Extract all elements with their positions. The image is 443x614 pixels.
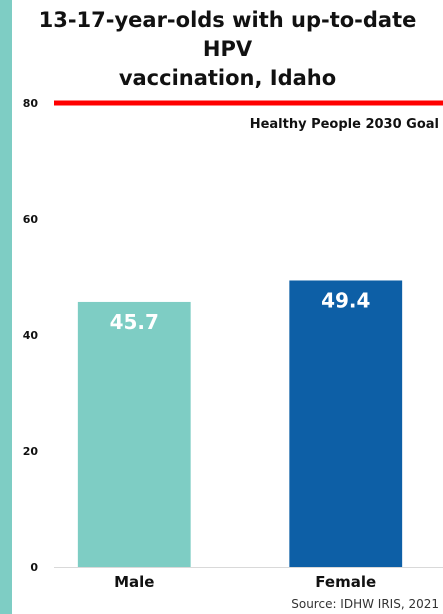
- chart-title-line-1: 13-17-year-olds with up-to-date HPV: [38, 8, 417, 61]
- y-axis-ticks: 0 20 40 60 80: [23, 97, 39, 574]
- y-tick-label: 60: [23, 213, 39, 226]
- bars: [77, 280, 403, 567]
- data-label-male: 45.7: [110, 310, 159, 334]
- chart-title: 13-17-year-olds with up-to-date HPV vacc…: [12, 6, 443, 93]
- category-labels: Male Female: [114, 573, 376, 591]
- chart-title-line-2: vaccination, Idaho: [118, 66, 337, 90]
- goal-label: Healthy People 2030 Goal: [250, 117, 439, 132]
- y-tick-label: 40: [23, 329, 39, 342]
- y-tick-label: 20: [23, 445, 39, 458]
- y-tick-label: 80: [23, 97, 39, 110]
- bar-female: [289, 280, 403, 567]
- source-note: Source: IDHW IRIS, 2021: [291, 597, 439, 611]
- bar-chart: 0 20 40 60 80 45.7 49.4 Male Female Healthy Pe…: [23, 97, 443, 591]
- chart-card: 13-17-year-olds with up-to-date HPV vacc…: [12, 0, 443, 614]
- data-labels: 45.7 49.4: [110, 288, 371, 333]
- y-tick-label: 0: [30, 561, 38, 574]
- category-label-male: Male: [114, 573, 154, 591]
- category-label-female: Female: [315, 573, 376, 591]
- bar-male: [77, 301, 191, 567]
- data-label-female: 49.4: [321, 288, 370, 312]
